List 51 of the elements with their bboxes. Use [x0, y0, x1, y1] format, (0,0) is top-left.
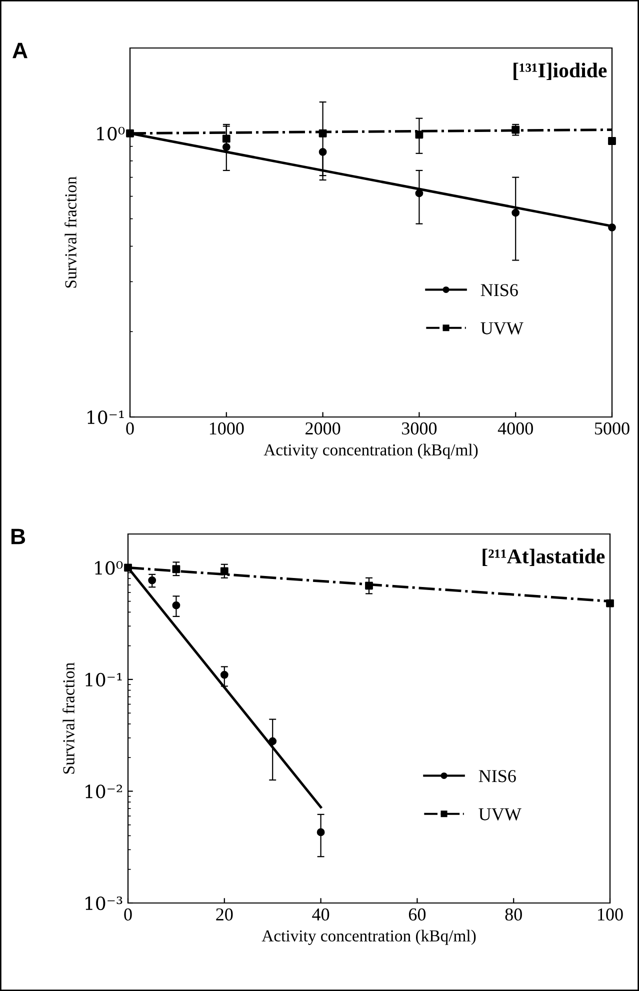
- point: [148, 576, 156, 584]
- point: [222, 143, 230, 151]
- point: [318, 148, 327, 156]
- y-tick-label: 10⁻³: [86, 896, 122, 910]
- point: [172, 565, 180, 574]
- y-axis-title: Survival fraction: [62, 662, 74, 774]
- y-tick-label: 10⁻¹: [88, 410, 124, 424]
- x-tick-label: 40: [312, 908, 330, 921]
- y-tick-label: 10⁰: [95, 561, 123, 575]
- x-tick-label: 1000: [210, 422, 244, 435]
- y-axis-title: Survival fraction: [64, 176, 76, 288]
- point: [415, 130, 424, 139]
- x-tick-label: 3000: [402, 422, 437, 435]
- x-tick-label: 60: [408, 908, 426, 921]
- legend-label: NIS6: [478, 770, 516, 782]
- point: [220, 567, 228, 576]
- annotation: [²¹¹At]astatide: [482, 548, 605, 566]
- point: [512, 126, 520, 134]
- y-tick-label: 10⁻¹: [86, 672, 122, 687]
- point: [222, 134, 230, 143]
- point: [126, 129, 134, 138]
- x-tick-label: 20: [216, 908, 233, 921]
- y-tick-label: 10⁻²: [86, 784, 122, 798]
- y-tick-label: 10⁰: [97, 126, 125, 140]
- x-tick-label: 4000: [498, 422, 533, 435]
- point: [608, 223, 616, 232]
- x-tick-label: 0: [126, 422, 134, 435]
- point: [608, 137, 616, 145]
- legend-label: UVW: [480, 322, 524, 334]
- point: [124, 564, 132, 572]
- point: [316, 828, 325, 836]
- point: [365, 582, 373, 590]
- x-axis-title: Activity concentration (kBq/ml): [264, 444, 478, 459]
- text: A: [12, 42, 28, 58]
- point: [606, 599, 614, 608]
- text: B: [11, 528, 26, 544]
- point: [512, 208, 520, 217]
- x-axis-title: Activity concentration (kBq/ml): [262, 930, 476, 945]
- point: [220, 670, 228, 679]
- point: [172, 601, 180, 610]
- point: [268, 737, 277, 746]
- x-tick-label: 2000: [306, 422, 340, 435]
- legend-label: UVW: [478, 808, 522, 820]
- annotation: [¹³¹I]iodide: [514, 62, 607, 80]
- point: [415, 189, 424, 198]
- legend-label: NIS6: [480, 284, 518, 296]
- x-tick-label: 80: [505, 908, 522, 921]
- x-tick-label: 0: [124, 908, 132, 921]
- x-tick-label: 5000: [594, 422, 630, 435]
- point: [318, 129, 327, 138]
- x-tick-label: 100: [598, 908, 623, 921]
